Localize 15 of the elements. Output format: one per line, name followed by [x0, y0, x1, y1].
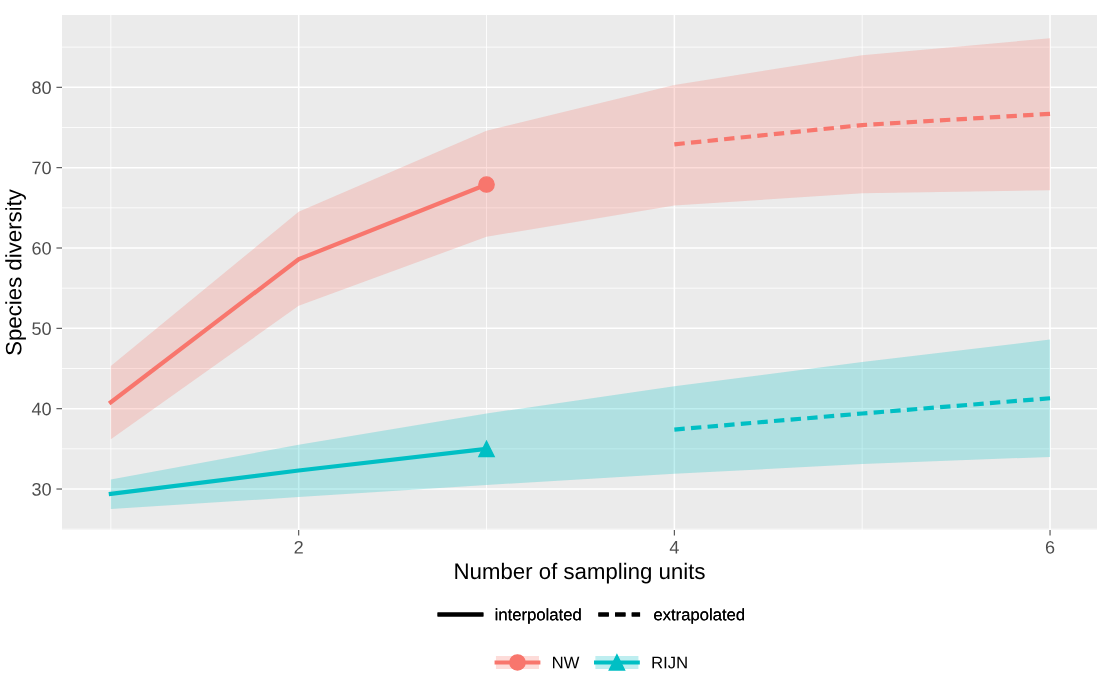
y-tick-label: 80 [32, 81, 51, 95]
y-tick-label: 50 [32, 322, 51, 336]
y-tick-label: 70 [32, 161, 51, 175]
x-tick-label: 6 [1045, 540, 1055, 554]
text: extrapolated [654, 608, 745, 624]
x-axis-title: Number of sampling units [455, 562, 705, 584]
legend-label: RIJN [652, 656, 687, 669]
y-axis-title: Species diversity [5, 189, 26, 355]
y-tick-label: 30 [32, 482, 51, 496]
x-tick-label: 4 [669, 541, 679, 554]
text: interpolated [495, 608, 581, 624]
legend-label: NW [553, 656, 580, 669]
x-tick-label: 2 [294, 540, 303, 554]
y-tick-label: 60 [32, 241, 51, 255]
y-tick-label: 40 [31, 402, 51, 416]
